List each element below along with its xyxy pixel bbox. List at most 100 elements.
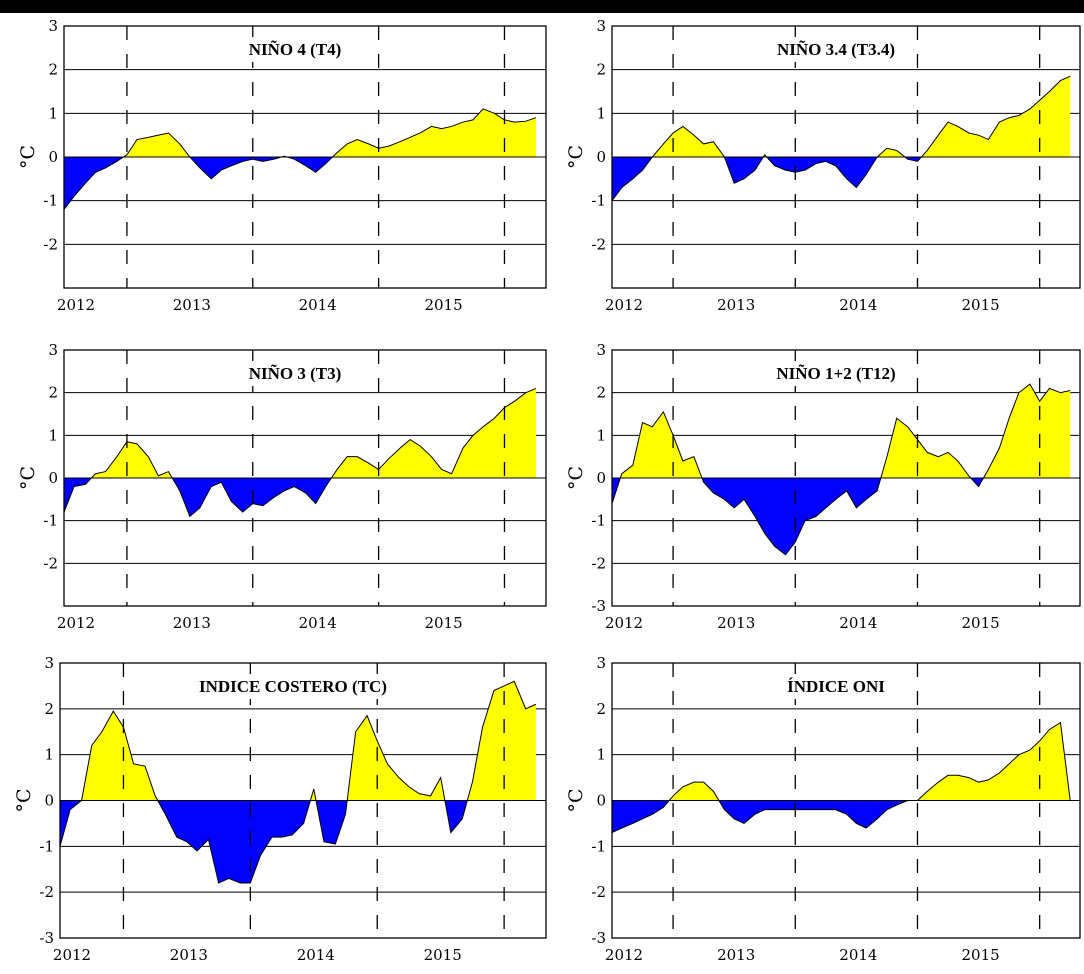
panel-title: NIÑO 3 (T3) bbox=[249, 364, 342, 383]
panel-title-background bbox=[242, 361, 348, 386]
axes-frame bbox=[63, 25, 547, 289]
x-tick-label: 2012 bbox=[57, 614, 95, 632]
y-tick-label: 0 bbox=[596, 469, 606, 487]
x-tick-label: 2015 bbox=[961, 946, 999, 964]
axes-frame bbox=[63, 349, 547, 607]
y-axis-label: °C bbox=[17, 145, 39, 169]
y-tick-label: 1 bbox=[44, 746, 54, 764]
y-tick-label: 3 bbox=[44, 654, 54, 672]
y-tick-label: 1 bbox=[48, 426, 58, 444]
axes-frame bbox=[611, 349, 1081, 607]
anomaly-series-line bbox=[611, 383, 1071, 556]
panel-title-background bbox=[770, 37, 902, 62]
panel-title-background bbox=[781, 674, 892, 699]
y-tick-label: 2 bbox=[48, 384, 58, 402]
axes-frame bbox=[611, 25, 1081, 289]
y-tick-label: -2 bbox=[591, 554, 606, 572]
x-tick-label: 2013 bbox=[170, 946, 208, 964]
positive-anomaly-area bbox=[123, 108, 536, 157]
y-tick-label: 1 bbox=[596, 104, 606, 122]
y-axis-label: °C bbox=[13, 788, 35, 812]
panel-2: NIÑO 3.4 (T3.4) 3 2 1 0 -1 -2 2012 2013 2014 2015 °… bbox=[565, 17, 1081, 314]
x-tick-label: 2014 bbox=[839, 296, 877, 314]
anomaly-series-line bbox=[611, 75, 1071, 201]
x-tick-label: 2015 bbox=[424, 614, 462, 632]
panel-title: INDICE COSTERO (TC) bbox=[199, 677, 387, 696]
y-tick-label: -2 bbox=[43, 235, 58, 253]
positive-anomaly-area bbox=[652, 76, 1071, 157]
panel-title: ÍNDICE ONI bbox=[787, 677, 885, 696]
x-tick-label: 2014 bbox=[839, 614, 877, 632]
x-tick-label: 2013 bbox=[717, 614, 755, 632]
y-tick-label: -2 bbox=[591, 883, 606, 901]
y-tick-label: -1 bbox=[43, 192, 58, 210]
x-tick-label: 2015 bbox=[424, 296, 462, 314]
negative-anomaly-area bbox=[60, 800, 468, 883]
y-tick-label: 3 bbox=[48, 17, 58, 35]
y-tick-label: -1 bbox=[39, 837, 54, 855]
y-tick-label: -3 bbox=[591, 929, 606, 947]
positive-anomaly-area bbox=[91, 388, 536, 478]
negative-anomaly-area bbox=[612, 478, 984, 555]
anomaly-series-line bbox=[59, 680, 537, 884]
y-tick-label: 2 bbox=[596, 700, 606, 718]
y-tick-label: 2 bbox=[596, 61, 606, 79]
x-tick-label: 2014 bbox=[839, 946, 877, 964]
y-tick-label: -2 bbox=[43, 554, 58, 572]
panel-3: NIÑO 3 (T3) 3 2 1 0 -1 -2 2012 2013 2014 2015 °C bbox=[17, 341, 547, 632]
x-tick-label: 2014 bbox=[299, 296, 337, 314]
y-tick-label: 0 bbox=[48, 469, 58, 487]
panel-title: NIÑO 4 (T4) bbox=[249, 40, 342, 59]
panel-title-background bbox=[770, 361, 902, 386]
x-tick-label: 2012 bbox=[605, 614, 643, 632]
axes-frame bbox=[59, 662, 547, 939]
y-tick-label: -2 bbox=[39, 883, 54, 901]
y-tick-label: 3 bbox=[596, 654, 606, 672]
x-tick-label: 2015 bbox=[424, 946, 462, 964]
y-axis-label: °C bbox=[565, 466, 587, 490]
y-axis-label: °C bbox=[17, 466, 39, 490]
x-tick-label: 2013 bbox=[717, 296, 755, 314]
anomaly-series-line bbox=[63, 108, 537, 210]
y-tick-label: -1 bbox=[591, 192, 606, 210]
positive-anomaly-area bbox=[81, 681, 536, 801]
panel-title-background bbox=[242, 37, 348, 62]
y-tick-label: -2 bbox=[591, 235, 606, 253]
y-tick-label: -3 bbox=[591, 597, 606, 615]
positive-anomaly-area bbox=[620, 384, 1071, 478]
y-tick-label: 3 bbox=[48, 341, 58, 359]
panel-1: NIÑO 4 (T4) 3 2 1 0 -1 -2 2012 2013 2014 2015 °C bbox=[17, 17, 547, 314]
y-tick-label: 2 bbox=[44, 700, 54, 718]
negative-anomaly-area bbox=[64, 478, 332, 517]
axes-frame bbox=[611, 662, 1081, 939]
negative-anomaly-area bbox=[612, 157, 922, 201]
y-tick-label: 0 bbox=[48, 148, 58, 166]
x-tick-label: 2013 bbox=[717, 946, 755, 964]
y-tick-label: 1 bbox=[596, 746, 606, 764]
x-tick-label: 2015 bbox=[961, 614, 999, 632]
panel-title: NIÑO 3.4 (T3.4) bbox=[777, 40, 895, 59]
y-axis-label: °C bbox=[565, 788, 587, 812]
x-tick-label: 2012 bbox=[53, 946, 91, 964]
y-tick-label: -1 bbox=[591, 837, 606, 855]
y-tick-label: -3 bbox=[39, 929, 54, 947]
y-tick-label: 3 bbox=[596, 341, 606, 359]
y-axis-label: °C bbox=[565, 145, 587, 169]
y-tick-label: 2 bbox=[48, 61, 58, 79]
y-tick-label: -1 bbox=[591, 512, 606, 530]
y-tick-label: 0 bbox=[44, 792, 54, 810]
y-tick-label: 0 bbox=[596, 792, 606, 810]
x-tick-label: 2012 bbox=[605, 946, 643, 964]
y-tick-label: 0 bbox=[596, 148, 606, 166]
panel-title-background bbox=[193, 674, 393, 699]
x-tick-label: 2013 bbox=[173, 614, 211, 632]
y-tick-label: 3 bbox=[596, 17, 606, 35]
panel-title: NIÑO 1+2 (T12) bbox=[776, 364, 895, 383]
y-tick-label: 2 bbox=[596, 384, 606, 402]
x-tick-label: 2014 bbox=[297, 946, 335, 964]
x-tick-label: 2012 bbox=[605, 296, 643, 314]
